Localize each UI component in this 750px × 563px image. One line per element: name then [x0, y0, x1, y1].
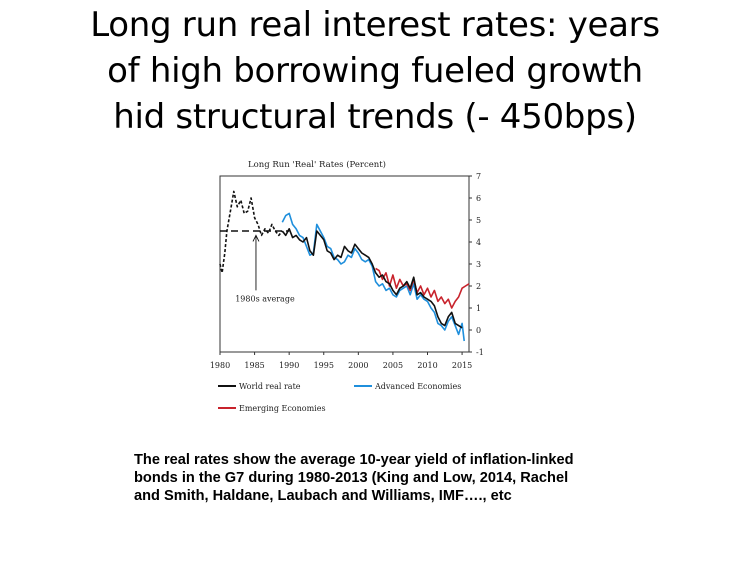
caption-line-1: The real rates show the average 10-year …: [134, 452, 574, 468]
real-rates-chart: Long Run 'Real' Rates (Percent) -1 0 1 2 3 4 5…: [210, 159, 484, 413]
slide-title: Long run real interest rates: years of h…: [0, 2, 750, 140]
chart-container: Long Run 'Real' Rates (Percent) -1 0 1 2 3 4 5…: [196, 152, 506, 422]
legend-label: Emerging Economies: [239, 404, 326, 413]
series-group: [219, 190, 470, 342]
y-tick-label: 0: [476, 326, 481, 335]
x-tick-label: 1980: [210, 361, 230, 370]
x-tick-label: 2005: [383, 361, 403, 370]
title-line-1: Long run real interest rates: years: [90, 5, 660, 45]
y-tick-label: 2: [476, 282, 481, 291]
series-line-world-real-rate: [281, 228, 463, 329]
title-line-2: of high borrowing fueled growth: [107, 51, 643, 91]
annotation-arrow-head: [252, 234, 260, 242]
y-tick-label: -1: [476, 348, 484, 357]
caption-line-2: bonds in the G7 during 1980-2013 (King a…: [134, 470, 569, 486]
series-line-advanced-economies: [281, 212, 465, 342]
x-tick-label: 1995: [314, 361, 334, 370]
series-line-emerging-economies: [375, 267, 470, 309]
caption-line-3: and Smith, Haldane, Laubach and Williams…: [134, 488, 512, 504]
legend: World real rate Advanced Economies Emergin…: [218, 382, 461, 413]
chart-title: Long Run 'Real' Rates (Percent): [248, 159, 386, 170]
y-tick-label: 1: [476, 304, 481, 313]
y-tick-label: 4: [476, 238, 481, 247]
legend-label: Advanced Economies: [374, 382, 461, 391]
reference-line-group: 1980s average: [220, 230, 295, 303]
x-tick-label: 2010: [417, 361, 437, 370]
series-line-early-world-dashed: [219, 190, 283, 274]
caption: The real rates show the average 10-year …: [134, 451, 734, 505]
y-tick-label: 7: [476, 172, 481, 181]
x-tick-label: 2015: [452, 361, 472, 370]
legend-label: World real rate: [239, 382, 301, 391]
y-tick-label: 6: [476, 194, 481, 203]
title-line-3: hid structural trends (- 450bps): [113, 97, 637, 137]
axis-ticks: -1 0 1 2 3 4 5 6 7 1980 1985 1990 1995 2000 2005 2010 20…: [210, 172, 484, 370]
y-tick-label: 5: [476, 216, 481, 225]
x-tick-label: 1985: [244, 361, 264, 370]
x-tick-label: 2000: [348, 361, 368, 370]
y-tick-label: 3: [476, 260, 481, 269]
reference-line-label: 1980s average: [235, 294, 295, 303]
x-tick-label: 1990: [279, 361, 299, 370]
plot-frame: [219, 175, 470, 353]
